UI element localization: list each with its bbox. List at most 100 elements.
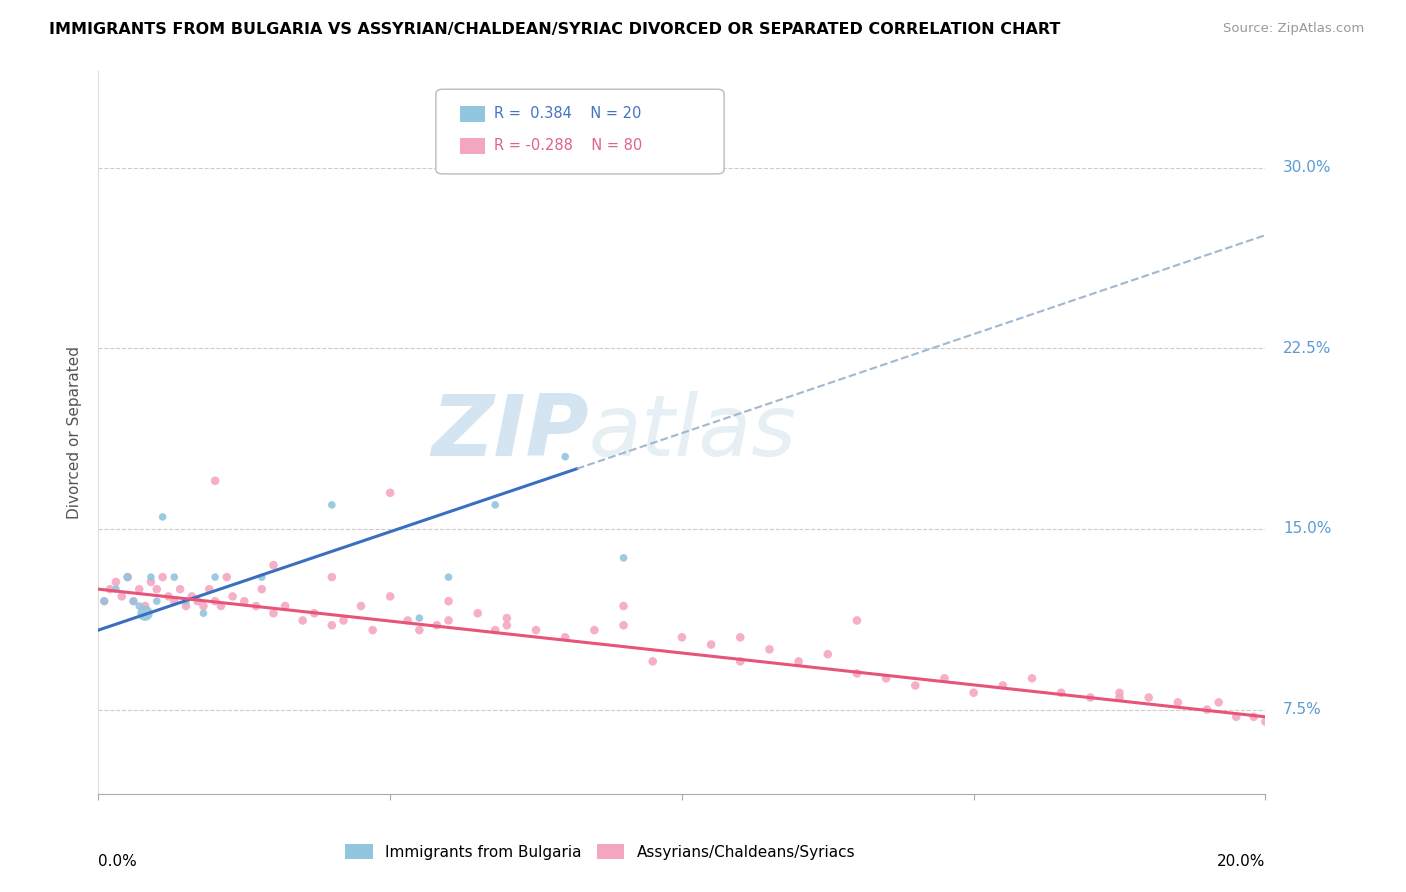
Point	[1108, 690, 1130, 705]
Point	[991, 679, 1014, 693]
Point	[117, 570, 139, 584]
Point	[1021, 671, 1043, 685]
Point	[180, 590, 202, 604]
Point	[467, 607, 489, 621]
Point	[1050, 686, 1073, 700]
Point	[583, 623, 606, 637]
Point	[209, 599, 232, 613]
Point	[139, 574, 162, 589]
Y-axis label: Divorced or Separated: Divorced or Separated	[67, 346, 83, 519]
Point	[361, 623, 384, 637]
Point	[104, 574, 127, 589]
Point	[1208, 695, 1230, 709]
Point	[554, 450, 576, 464]
Point	[730, 631, 752, 645]
Text: 0.0%: 0.0%	[98, 855, 138, 869]
Point	[221, 590, 243, 604]
Point	[104, 582, 127, 597]
Text: IMMIGRANTS FROM BULGARIA VS ASSYRIAN/CHALDEAN/SYRIAC DIVORCED OR SEPARATED CORRE: IMMIGRANTS FROM BULGARIA VS ASSYRIAN/CHA…	[49, 22, 1060, 37]
Text: Source: ZipAtlas.com: Source: ZipAtlas.com	[1223, 22, 1364, 36]
Point	[93, 594, 115, 608]
Text: 15.0%: 15.0%	[1282, 522, 1331, 536]
Point	[187, 594, 209, 608]
Text: R = -0.288    N = 80: R = -0.288 N = 80	[494, 138, 641, 153]
Legend: Immigrants from Bulgaria, Assyrians/Chaldeans/Syriacs: Immigrants from Bulgaria, Assyrians/Chal…	[339, 838, 862, 866]
Point	[262, 558, 284, 573]
Point	[174, 599, 197, 613]
Point	[174, 594, 197, 608]
Point	[380, 485, 402, 500]
Point	[1080, 690, 1102, 705]
Point	[671, 631, 693, 645]
Point	[1137, 690, 1160, 705]
Point	[215, 570, 238, 584]
Point	[193, 599, 215, 613]
Point	[1243, 710, 1265, 724]
Point	[524, 623, 547, 637]
Point	[122, 594, 145, 608]
Point	[787, 655, 810, 669]
Point	[111, 590, 134, 604]
Point	[554, 631, 576, 645]
Point	[163, 570, 186, 584]
Point	[1254, 714, 1277, 729]
Point	[380, 590, 402, 604]
Point	[408, 611, 430, 625]
Point	[122, 594, 145, 608]
Point	[962, 686, 984, 700]
Point	[146, 594, 169, 608]
Point	[93, 594, 115, 608]
Point	[98, 582, 121, 597]
Point	[396, 614, 419, 628]
Point	[193, 607, 215, 621]
Point	[204, 594, 226, 608]
Point	[198, 582, 221, 597]
Point	[496, 611, 519, 625]
Point	[612, 599, 634, 613]
Point	[730, 655, 752, 669]
Point	[437, 614, 460, 628]
Point	[875, 671, 897, 685]
Point	[1108, 686, 1130, 700]
Point	[484, 498, 506, 512]
Point	[321, 570, 343, 584]
Point	[146, 582, 169, 597]
Text: R =  0.384    N = 20: R = 0.384 N = 20	[494, 106, 641, 120]
Point	[817, 647, 839, 661]
Point	[612, 550, 634, 565]
Point	[152, 570, 174, 584]
Point	[204, 474, 226, 488]
Point	[612, 618, 634, 632]
Point	[152, 510, 174, 524]
Point	[204, 570, 226, 584]
Point	[484, 623, 506, 637]
Point	[157, 590, 180, 604]
Point	[321, 498, 343, 512]
Point	[233, 594, 256, 608]
Point	[128, 582, 150, 597]
Point	[1195, 703, 1218, 717]
Point	[117, 570, 139, 584]
Point	[250, 570, 273, 584]
Point	[139, 570, 162, 584]
Point	[904, 679, 927, 693]
Point	[134, 599, 156, 613]
Text: 30.0%: 30.0%	[1282, 161, 1331, 175]
Point	[408, 623, 430, 637]
Point	[437, 570, 460, 584]
Point	[496, 618, 519, 632]
Point	[350, 599, 373, 613]
Point	[700, 638, 723, 652]
Point	[426, 618, 449, 632]
Point	[1167, 695, 1189, 709]
Point	[262, 607, 284, 621]
Point	[134, 607, 156, 621]
Point	[128, 599, 150, 613]
Point	[304, 607, 326, 621]
Text: atlas: atlas	[589, 391, 797, 475]
Point	[641, 655, 664, 669]
Point	[250, 582, 273, 597]
Point	[934, 671, 956, 685]
Text: 22.5%: 22.5%	[1282, 341, 1331, 356]
Point	[274, 599, 297, 613]
